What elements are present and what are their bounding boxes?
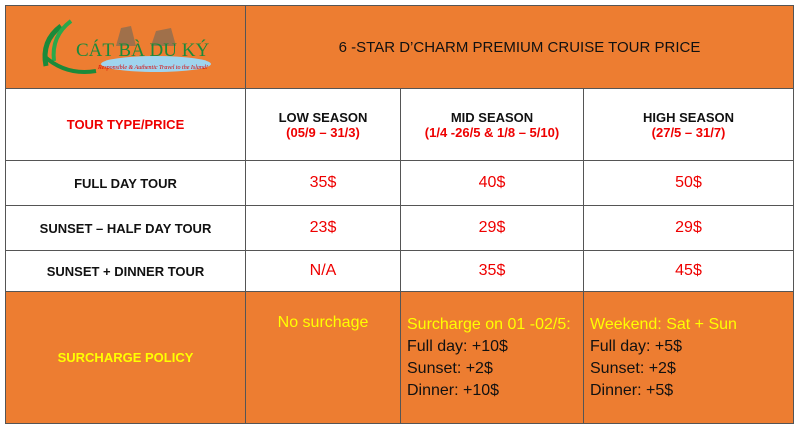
price: 50$: [582, 160, 795, 206]
surcharge-label: SURCHARGE POLICY: [5, 291, 246, 424]
table-row: SUNSET + DINNER TOUR N/A 35$ 45$: [5, 250, 795, 292]
logo-cell: CÁT BÀ DU KÝ Responsible & Authentic Tra…: [5, 5, 246, 89]
price: 29$: [400, 205, 584, 251]
tour-name: SUNSET + DINNER TOUR: [5, 250, 246, 292]
price-table: CÁT BÀ DU KÝ Responsible & Authentic Tra…: [5, 5, 795, 424]
mid-season-header: MID SEASON (1/4 -26/5 & 1/8 – 5/10): [400, 88, 584, 161]
price: N/A: [245, 250, 401, 292]
tour-name: FULL DAY TOUR: [5, 160, 246, 206]
price: 29$: [582, 205, 795, 251]
price: 35$: [400, 250, 584, 292]
tour-type-header: TOUR TYPE/PRICE: [5, 88, 246, 161]
high-season-header: HIGH SEASON (27/5 – 31/7): [582, 88, 795, 161]
mid-surcharge: Surcharge on 01 -02/5: Full day: +10$ Suns…: [400, 291, 584, 424]
high-surcharge: Weekend: Sat + Sun Full day: +5$ Sunset: +…: [582, 291, 795, 424]
svg-text:CÁT BÀ DU KÝ: CÁT BÀ DU KÝ: [76, 39, 209, 61]
surcharge-row: SURCHARGE POLICY No surchage Surcharge o…: [5, 291, 795, 424]
low-surcharge: No surchage: [245, 291, 401, 424]
price: 35$: [245, 160, 401, 206]
table-row: SUNSET – HALF DAY TOUR 23$ 29$ 29$: [5, 205, 795, 251]
tour-name: SUNSET – HALF DAY TOUR: [5, 205, 246, 251]
low-season-header: LOW SEASON (05/9 – 31/3): [245, 88, 401, 161]
table-row: FULL DAY TOUR 35$ 40$ 50$: [5, 160, 795, 206]
price: 45$: [582, 250, 795, 292]
svg-text:Responsible & Authentic Travel: Responsible & Authentic Travel to the Is…: [97, 65, 208, 71]
page-title: 6 -STAR D’CHARM PREMIUM CRUISE TOUR PRIC…: [244, 5, 795, 89]
price: 40$: [400, 160, 584, 206]
logo: CÁT BÀ DU KÝ Responsible & Authentic Tra…: [6, 6, 245, 88]
price: 23$: [245, 205, 401, 251]
